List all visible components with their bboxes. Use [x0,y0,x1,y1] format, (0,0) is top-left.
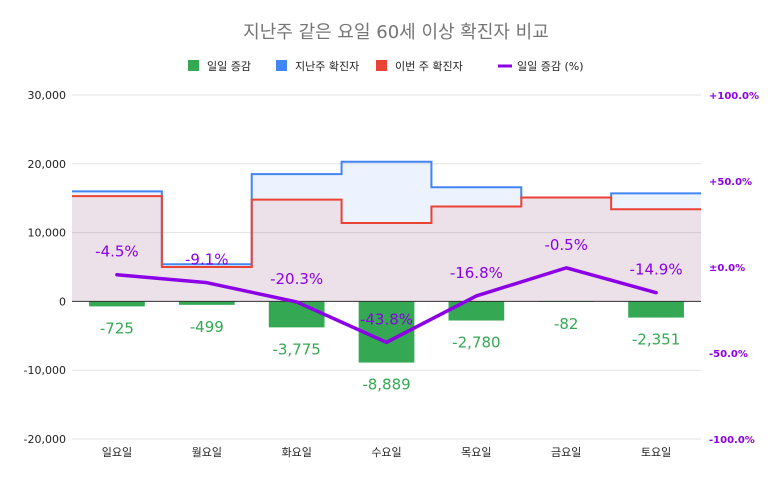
pct-line [115,266,658,345]
legend-swatch-0 [188,60,199,71]
bar-2 [268,301,325,328]
gridlines [72,94,701,440]
pct-label-0: -4.5% [95,243,139,261]
y-left-tick-1: -10,000 [24,364,66,377]
bar-label-4: -2,780 [452,334,500,352]
bar-4 [448,301,505,321]
bar-0 [89,301,145,307]
y-left-tick-5: 30,000 [28,89,67,102]
y-left-tick-2: 0 [59,295,66,308]
pct-label-2: -20.3% [270,270,323,288]
x-tick-5: 금요일 [551,445,581,459]
x-tick-6: 토요일 [641,445,671,459]
y-axis-left: -20,000 -10,000 0 10,000 20,000 30,000 [24,89,66,446]
y-left-tick-3: 10,000 [28,227,67,240]
x-tick-4: 목요일 [461,445,491,459]
y-right-tick-0: -100.0% [709,435,755,446]
legend-label-2: 이번 주 확진자 [395,60,463,73]
pct-label-3: -43.8% [360,310,413,328]
chart-title: 지난주 같은 요일 60세 이상 확진자 비교 [243,22,549,43]
bar-label-0: -725 [100,319,134,337]
legend-label-3: 일일 증감 (%) [517,59,584,73]
legend-label-0: 일일 증감 [207,59,251,73]
bar-label-3: -8,889 [362,376,410,394]
bar-label-1: -499 [190,318,224,336]
y-right-tick-2: ±0.0% [709,263,745,274]
pct-label-1: -9.1% [185,251,229,269]
bar-label-2: -3,775 [272,340,320,358]
legend-swatch-2 [376,60,387,71]
pct-label-5: -0.5% [544,236,588,254]
y-right-tick-1: -50.0% [709,349,748,360]
bar-1 [178,301,235,305]
x-tick-1: 월요일 [192,445,222,459]
y-left-tick-0: -20,000 [24,433,66,446]
area-line-this-week [72,195,701,268]
y-left-tick-4: 20,000 [28,158,67,171]
x-tick-3: 수요일 [371,445,401,459]
y-right-tick-4: +100.0% [709,91,759,102]
bar-label-6: -2,351 [632,331,680,349]
y-axis-right: -100.0% -50.0% ±0.0% +50.0% +100.0% [709,91,759,446]
legend: 일일 증감 지난주 확진자 이번 주 확진자 일일 증감 (%) [188,59,584,73]
bar-6 [628,301,684,318]
x-tick-0: 일요일 [102,445,132,459]
x-axis: 일요일 월요일 화요일 수요일 목요일 금요일 토요일 [102,445,672,459]
pct-label-4: -16.8% [450,264,503,282]
x-tick-2: 화요일 [281,445,311,459]
legend-swatch-1 [276,60,287,71]
pct-line-series [115,266,658,345]
pct-label-6: -14.9% [630,261,683,279]
data-labels: -725 -499 -3,775 -8,889 -2,780 -82 -2,351 -4.5%… [95,236,682,394]
y-right-tick-3: +50.0% [709,177,752,188]
bar-label-5: -82 [554,315,579,333]
legend-label-1: 지난주 확진자 [295,60,359,73]
